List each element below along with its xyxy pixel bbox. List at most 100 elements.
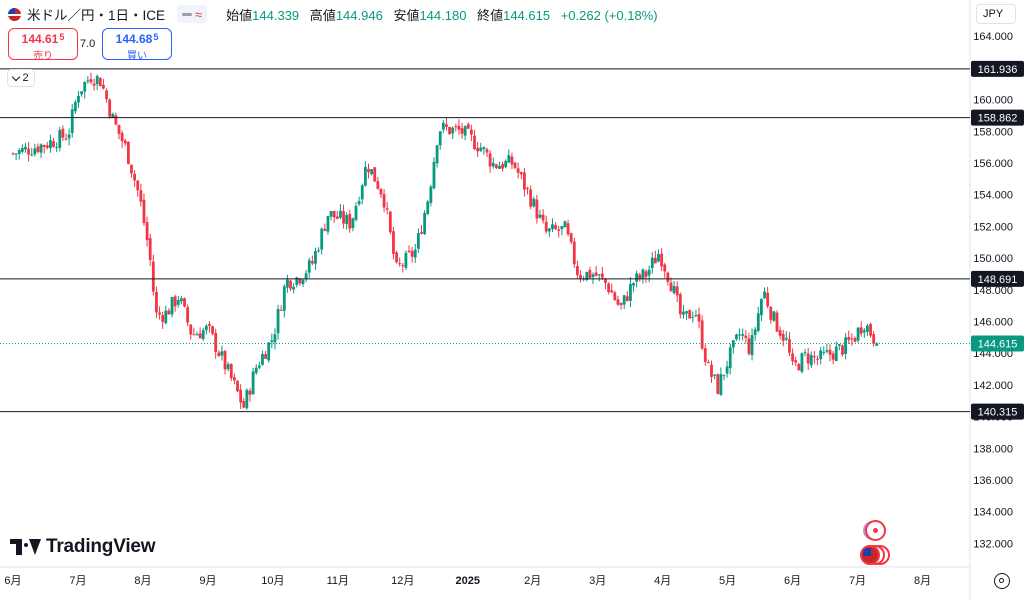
candle-body: [494, 164, 498, 168]
candle-body: [117, 124, 121, 134]
candle-body: [784, 338, 788, 340]
candle-body: [201, 330, 205, 340]
candle-body: [198, 333, 202, 339]
candle-body: [454, 126, 458, 128]
candle-body: [176, 300, 180, 305]
candle-body: [170, 297, 174, 315]
candle-body: [741, 334, 745, 336]
candle-body: [98, 77, 102, 87]
candle-body: [744, 335, 748, 338]
candle-body: [158, 312, 161, 315]
buy-button[interactable]: 144.685 買い: [102, 28, 172, 62]
candle-body: [77, 96, 80, 103]
candle-body: [220, 351, 224, 356]
candle-body: [594, 272, 598, 276]
minus-icon: [182, 12, 193, 16]
candle-body: [335, 216, 339, 219]
candle-body: [441, 122, 445, 130]
candle-body: [357, 201, 361, 205]
tradingview-logo[interactable]: TradingView: [10, 536, 156, 558]
candle-body: [856, 327, 860, 341]
candle-body: [276, 309, 280, 334]
candle-body: [401, 265, 405, 267]
candle-body: [488, 153, 492, 167]
y-tick-label: 148.000: [973, 285, 1013, 297]
candle-body: [756, 313, 760, 331]
y-tick-label: 142.000: [973, 380, 1013, 392]
indicators-collapse-button[interactable]: 2: [7, 69, 35, 87]
candle-body: [753, 329, 757, 335]
y-tick-label: 154.000: [973, 190, 1013, 202]
candle-body: [850, 338, 854, 340]
symbol-title[interactable]: 米ドル／円・1日・ICE: [27, 8, 166, 23]
candle-body: [763, 291, 766, 299]
sell-button[interactable]: 144.615 売り: [8, 28, 78, 62]
candle-body: [788, 339, 791, 353]
chevron-down-icon: [12, 72, 21, 81]
candle-body: [24, 146, 27, 150]
buy-price: 144.68: [115, 32, 153, 46]
candle-body: [264, 354, 267, 359]
candle-body: [323, 228, 327, 231]
candle-body: [516, 168, 520, 173]
candle-body: [20, 148, 24, 152]
low-label: 安値: [393, 7, 420, 23]
candle-body: [513, 162, 517, 168]
candle-body: [429, 186, 433, 203]
candle-body: [123, 140, 127, 144]
candle-body: [239, 389, 243, 403]
candle-body: [847, 337, 851, 341]
candle-body: [669, 282, 673, 292]
economic-events-icon[interactable]: [860, 545, 892, 565]
candle-body: [766, 292, 770, 307]
candle-body: [859, 327, 863, 334]
candle-body: [688, 310, 692, 319]
candle-body: [822, 351, 826, 353]
spread-value: 7.0: [80, 38, 96, 50]
candle-body: [719, 374, 723, 395]
candle-body: [407, 250, 411, 252]
candle-body: [569, 233, 573, 243]
buy-price-pip: 5: [153, 32, 159, 42]
visibility-toggle[interactable]: ≈: [177, 5, 208, 23]
candle-body: [161, 315, 165, 322]
candle-body: [416, 233, 420, 249]
candle-body: [666, 272, 670, 282]
candle-body: [803, 352, 807, 354]
candle-body: [208, 324, 211, 326]
candle-body: [813, 356, 816, 358]
candle-body: [173, 296, 177, 307]
candle-body: [632, 283, 635, 286]
candle-body: [261, 354, 264, 365]
candle-body: [616, 299, 620, 305]
candle-body: [697, 314, 701, 322]
x-tick-label: 2月: [524, 575, 541, 587]
candle-body: [597, 274, 601, 276]
candle-body: [716, 374, 720, 394]
candle-body: [563, 221, 567, 228]
gear-icon[interactable]: [994, 573, 1010, 589]
currency-selector[interactable]: JPY: [976, 4, 1016, 24]
candle-body: [691, 316, 695, 318]
y-tick-label: 152.000: [973, 221, 1013, 233]
candle-body: [678, 294, 682, 315]
candle-body: [747, 338, 751, 354]
candle-body: [67, 134, 71, 139]
candle-body: [653, 257, 657, 264]
candle-body: [432, 161, 436, 189]
candle-body: [647, 269, 651, 276]
candle-body: [772, 311, 776, 321]
candle-body: [557, 229, 561, 231]
candle-body: [61, 128, 65, 138]
candle-body: [482, 147, 486, 149]
candle-body: [809, 354, 813, 366]
x-tick-label: 10月: [261, 575, 284, 587]
candle-body: [588, 270, 592, 278]
event-marker-icon[interactable]: [865, 520, 886, 541]
candle-body: [379, 188, 383, 195]
candle-body: [725, 366, 729, 374]
candle-body: [186, 307, 190, 323]
candle-body: [541, 214, 545, 221]
candle-body: [267, 342, 271, 361]
